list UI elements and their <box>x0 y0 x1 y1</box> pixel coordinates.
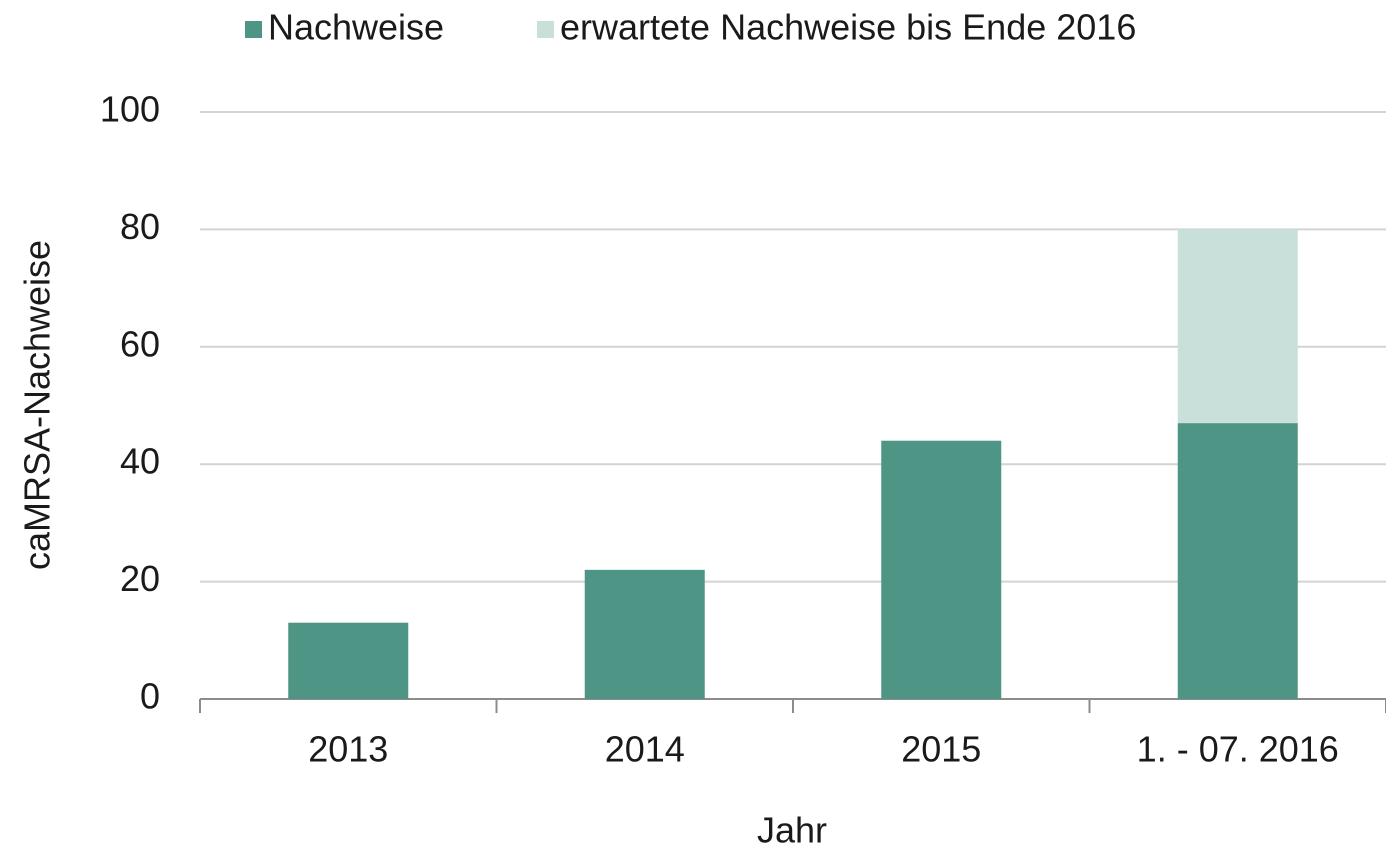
bar-segment <box>881 440 1002 699</box>
legend-label: Nachweise <box>268 7 444 48</box>
bar-segment <box>1177 423 1298 699</box>
legend-label: erwartete Nachweise bis Ende 2016 <box>560 7 1136 48</box>
y-tick-label: 40 <box>120 441 160 482</box>
bar-segment <box>288 622 409 699</box>
x-tick-label: 2014 <box>605 729 685 770</box>
y-tick-label: 80 <box>120 206 160 247</box>
y-axis-label: caMRSA-Nachweise <box>17 240 58 570</box>
y-tick-label: 20 <box>120 558 160 599</box>
legend-swatch <box>245 21 262 38</box>
y-tick-label: 0 <box>140 676 160 717</box>
x-tick-label: 2015 <box>901 729 981 770</box>
bar-segment <box>1177 229 1298 424</box>
x-axis-label: Jahr <box>757 810 827 851</box>
bar-segment <box>584 569 705 699</box>
x-tick-label: 2013 <box>308 729 388 770</box>
y-tick-label: 60 <box>120 323 160 364</box>
legend-swatch <box>537 21 554 38</box>
y-tick-label: 100 <box>100 89 160 130</box>
x-tick-label: 1. - 07. 2016 <box>1137 729 1339 770</box>
